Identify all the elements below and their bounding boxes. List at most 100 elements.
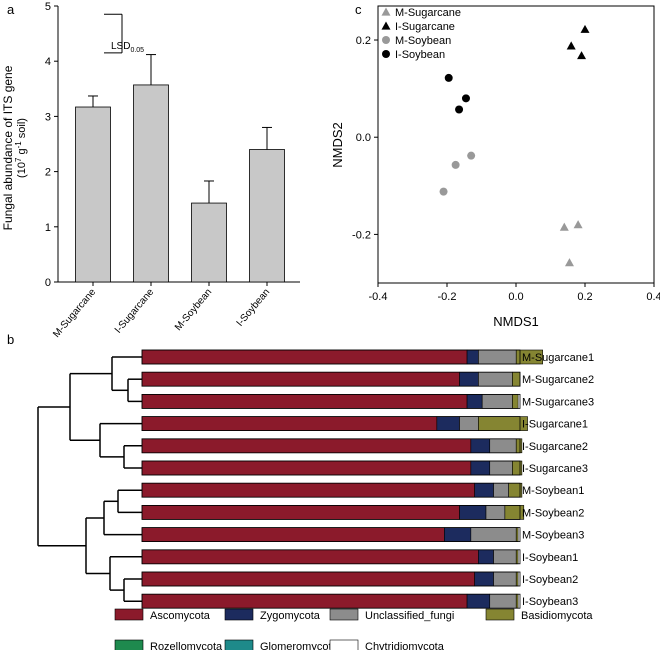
y-tick-label-c: -0.2 bbox=[352, 229, 371, 241]
segment-Basidiomycota-M-Sugarcane2 bbox=[512, 371, 521, 387]
segment-Unclassified_fungi-I-Soybean3 bbox=[489, 593, 517, 609]
segment-Zygomycota-I-Soybean2 bbox=[474, 571, 494, 587]
segment-Ascomycota-M-Sugarcane2 bbox=[141, 371, 460, 387]
segment-Ascomycota-M-Soybean3 bbox=[141, 527, 445, 542]
y-tick-label-a: 5 bbox=[45, 1, 51, 13]
legend-label-Zygomycota: Zygomycota bbox=[260, 610, 321, 622]
y-axis-label-a: Fungal abundance of ITS gene bbox=[1, 65, 15, 230]
legend-swatch-Chytridiomycota bbox=[329, 639, 359, 650]
legend-marker-M-Sugarcane bbox=[381, 7, 391, 16]
legend-swatch-Glomeromycota bbox=[224, 639, 254, 650]
bar-outline-I-Sugarcane2 bbox=[141, 438, 521, 454]
y-tick-label-a: 0 bbox=[45, 277, 51, 289]
bar-chart-a: Fungal abundance of ITS gene (107 g-1 so… bbox=[1, 1, 300, 340]
x-tick-label-c: 0.2 bbox=[577, 291, 592, 303]
y-axis-units-a: (107 g-1 soil) bbox=[14, 118, 28, 178]
point-I-Sugarcane bbox=[566, 41, 576, 50]
segment-Basidiomycota-M-Sugarcane1 bbox=[515, 349, 543, 365]
segment-Unclassified_fungi-M-Sugarcane1 bbox=[478, 349, 517, 365]
segment-Unclassified_fungi-M-Sugarcane2 bbox=[478, 371, 513, 387]
legend-swatch-Rozellomycota bbox=[114, 639, 144, 650]
point-I-Sugarcane bbox=[580, 24, 590, 33]
segment-Zygomycota-M-Soybean1 bbox=[474, 482, 494, 498]
point-M-Soybean bbox=[467, 151, 476, 160]
point-M-Sugarcane bbox=[573, 220, 583, 229]
row-label-I-Soybean3: I-Soybean3 bbox=[522, 596, 578, 608]
x-tick-label-a: I-Sugarcane bbox=[113, 287, 157, 336]
y-tick-label-c: 0.2 bbox=[356, 35, 371, 47]
row-label-M-Sugarcane2: M-Sugarcane2 bbox=[522, 374, 594, 386]
legend-swatch-Ascomycota bbox=[114, 608, 144, 621]
legend-marker-I-Sugarcane bbox=[381, 21, 391, 30]
segment-Unclassified_fungi-I-Sugarcane2 bbox=[489, 438, 517, 454]
legend-label-I-Sugarcane: I-Sugarcane bbox=[395, 21, 455, 33]
row-label-I-Soybean2: I-Soybean2 bbox=[522, 574, 578, 586]
panel-label-b: b bbox=[7, 332, 14, 347]
segment-Ascomycota-M-Sugarcane1 bbox=[141, 349, 468, 365]
row-label-I-Soybean1: I-Soybean1 bbox=[522, 552, 578, 564]
bar-outline-I-Soybean1 bbox=[141, 549, 521, 565]
y-axis-label-c: NMDS2 bbox=[330, 122, 345, 168]
bar-I-Sugarcane bbox=[133, 84, 169, 283]
row-label-M-Sugarcane3: M-Sugarcane3 bbox=[522, 396, 594, 408]
legend-marker-M-Soybean bbox=[382, 36, 390, 44]
segment-Ascomycota-I-Sugarcane1 bbox=[141, 416, 438, 431]
point-I-Soybean bbox=[455, 105, 464, 114]
y-tick-label-a: 1 bbox=[45, 222, 51, 234]
point-M-Sugarcane bbox=[559, 222, 569, 231]
panel-label-c: c bbox=[355, 2, 362, 17]
x-tick-label-a: M-Sugarcane bbox=[51, 287, 98, 340]
segment-Zygomycota-M-Sugarcane3 bbox=[466, 394, 483, 409]
segment-Unclassified_fungi-I-Sugarcane1 bbox=[459, 416, 479, 431]
segment-Ascomycota-I-Soybean2 bbox=[141, 571, 475, 587]
bar-outline-M-Soybean2 bbox=[141, 504, 521, 520]
y-tick-label-a: 4 bbox=[45, 56, 51, 68]
point-I-Soybean bbox=[461, 94, 470, 103]
segment-Basidiomycota-I-Soybean2 bbox=[515, 571, 519, 587]
segment-Ascomycota-I-Soybean1 bbox=[141, 549, 479, 565]
x-tick-label-a: I-Soybean bbox=[235, 287, 273, 329]
segment-Ascomycota-M-Soybean2 bbox=[141, 505, 460, 520]
bar-outline-M-Sugarcane1 bbox=[141, 349, 521, 365]
bar-M-Soybean bbox=[191, 202, 227, 283]
segment-Basidiomycota-M-Soybean3 bbox=[515, 527, 519, 542]
legend-label-Chytridiomycota: Chytridiomycota bbox=[365, 641, 445, 650]
point-I-Soybean bbox=[444, 73, 453, 82]
x-axis-label-c: NMDS1 bbox=[493, 314, 539, 329]
segment-Basidiomycota-I-Sugarcane3 bbox=[512, 460, 523, 476]
x-tick-label-c: -0.4 bbox=[369, 291, 388, 303]
row-label-M-Soybean2: M-Soybean2 bbox=[522, 507, 584, 519]
row-label-M-Soybean1: M-Soybean1 bbox=[522, 485, 584, 497]
segment-Zygomycota-I-Soybean3 bbox=[466, 593, 491, 609]
bar-outline-M-Sugarcane3 bbox=[141, 393, 521, 409]
bar-I-Soybean bbox=[249, 149, 285, 283]
legend-label-I-Soybean: I-Soybean bbox=[395, 49, 445, 61]
segment-Ascomycota-I-Soybean3 bbox=[141, 593, 468, 609]
panel-label-a: a bbox=[7, 2, 15, 17]
bar-outline-I-Sugarcane1 bbox=[141, 416, 521, 432]
scatter-chart-c: -0.4 -0.2 0.0 0.2 0.4 -0.2 0.0 0.2 M-Sugarcane I… bbox=[330, 5, 660, 329]
bar-M-Sugarcane bbox=[75, 106, 111, 283]
segment-Unclassified_fungi-I-Soybean2 bbox=[493, 571, 517, 587]
segment-Zygomycota-M-Sugarcane1 bbox=[466, 349, 479, 365]
segment-Ascomycota-M-Soybean1 bbox=[141, 482, 475, 498]
row-label-M-Soybean3: M-Soybean3 bbox=[522, 530, 584, 542]
legend-marker-I-Soybean bbox=[382, 50, 390, 58]
lsd-label: LSD0.05 bbox=[111, 41, 144, 54]
point-M-Soybean bbox=[439, 187, 448, 196]
segment-Zygomycota-I-Soybean1 bbox=[478, 549, 494, 565]
segment-Unclassified_fungi-M-Soybean1 bbox=[493, 482, 509, 498]
segment-Unclassified_fungi-M-Soybean3 bbox=[470, 527, 517, 542]
legend-swatch-Unclassified_fungi bbox=[329, 608, 359, 621]
segment-Basidiomycota-I-Soybean3 bbox=[515, 593, 519, 609]
row-label-I-Sugarcane2: I-Sugarcane2 bbox=[522, 441, 588, 453]
bar-outline-M-Soybean1 bbox=[141, 482, 521, 498]
segment-Unclassified_fungi-I-Sugarcane3 bbox=[489, 460, 513, 476]
segment-Unclassified_fungi-M-Soybean2 bbox=[485, 505, 506, 520]
bar-outline-I-Sugarcane3 bbox=[141, 460, 521, 476]
segment-Basidiomycota-M-Soybean2 bbox=[504, 505, 525, 520]
segment-Ascomycota-I-Sugarcane2 bbox=[141, 438, 472, 454]
segment-Ascomycota-I-Sugarcane3 bbox=[141, 460, 472, 476]
legend-swatch-Zygomycota bbox=[224, 608, 254, 621]
